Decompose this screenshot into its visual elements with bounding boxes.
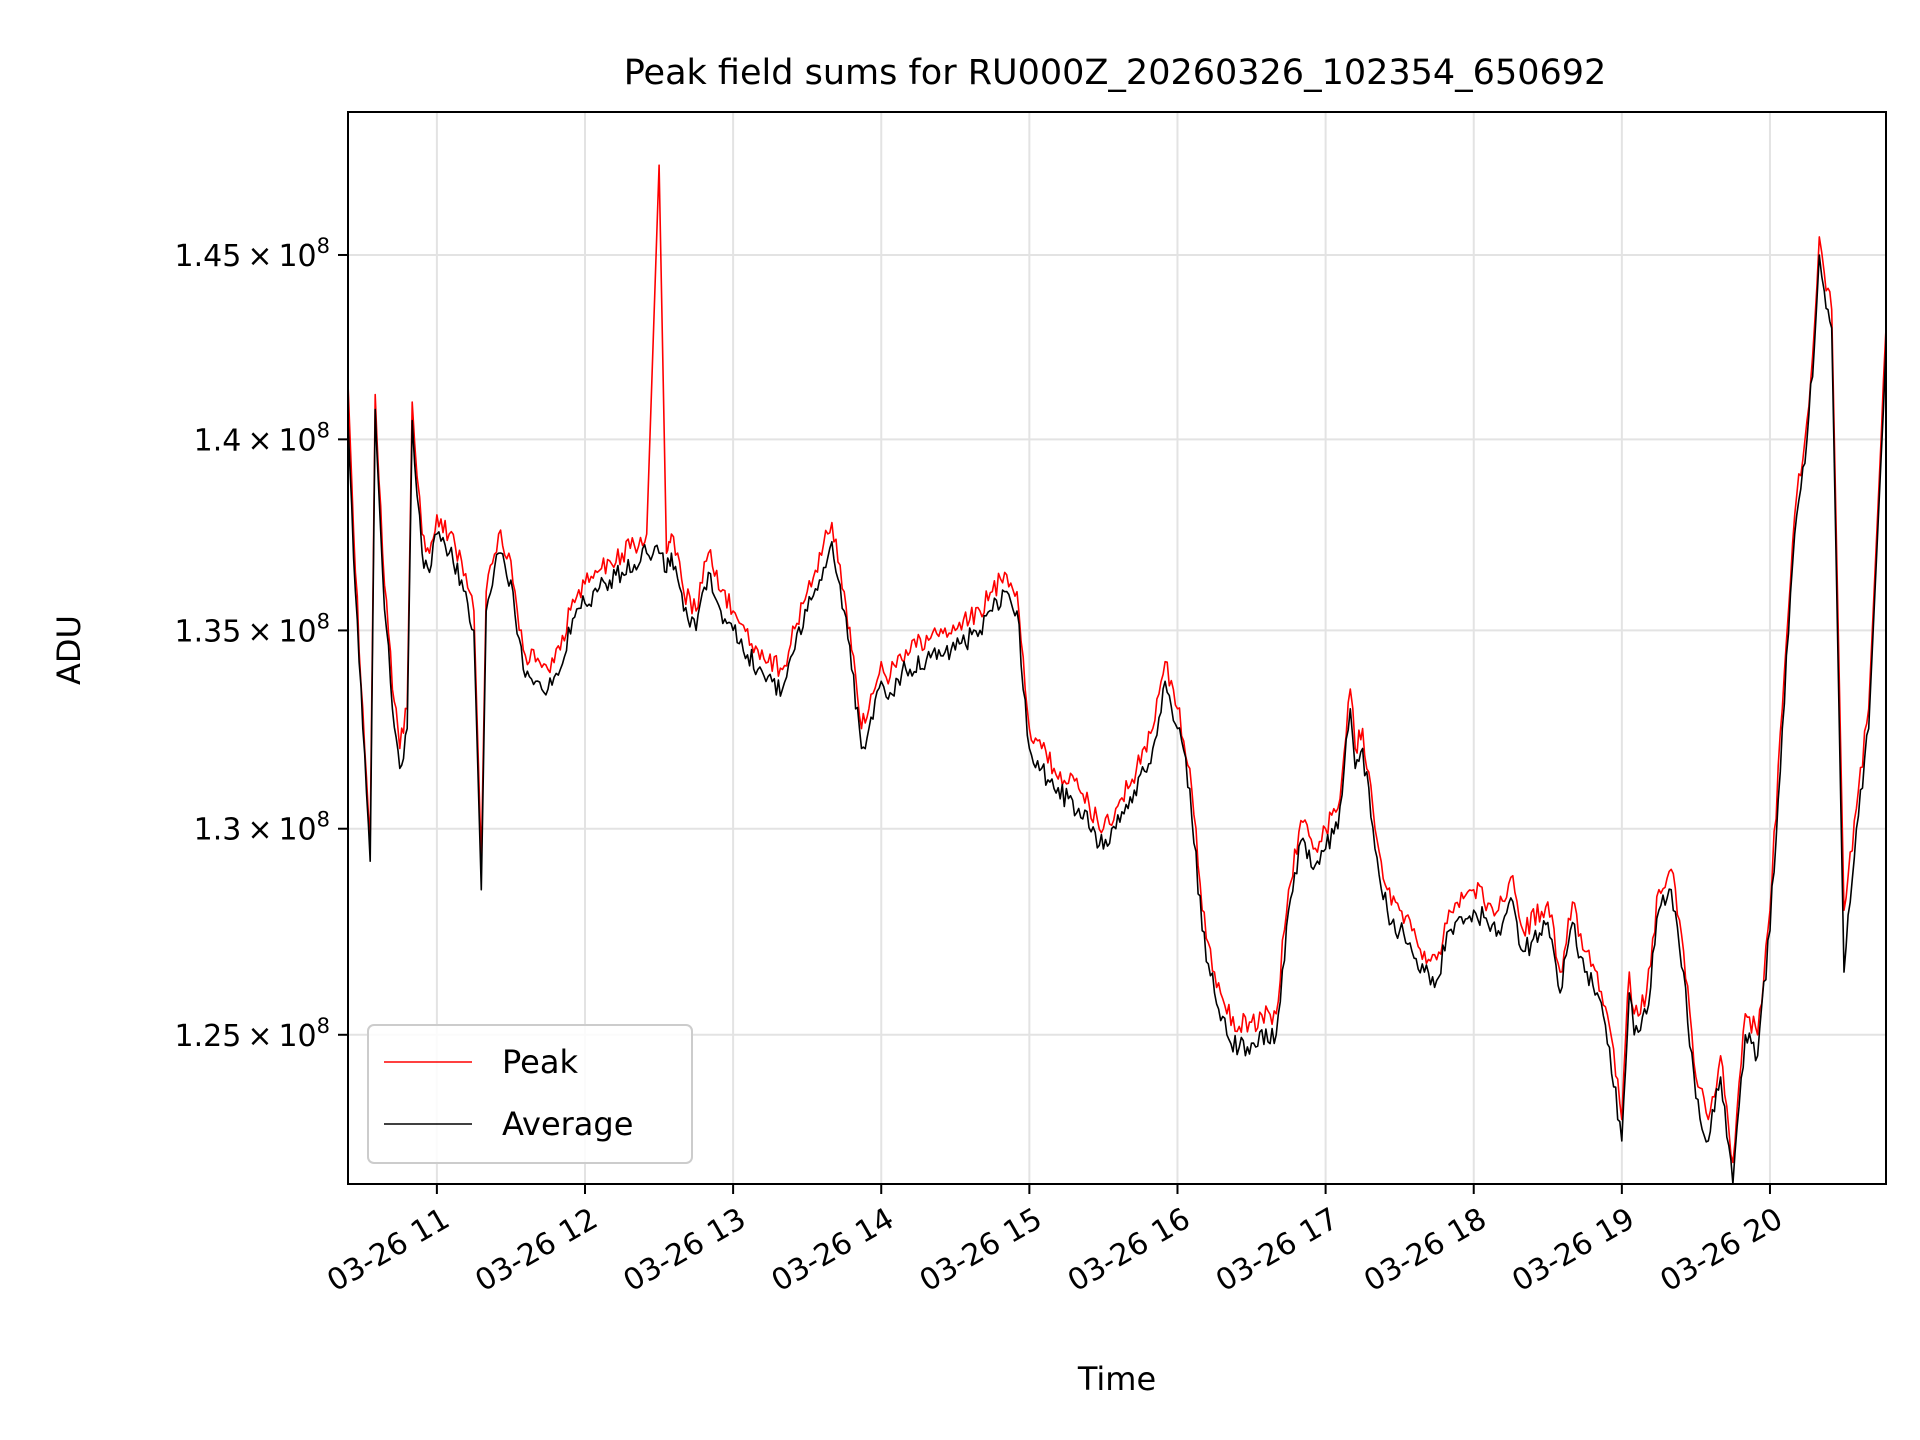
y-tick-times: × 10: [241, 813, 316, 848]
legend-label-peak: Peak: [502, 1043, 578, 1081]
y-tick-label: 1.35 × 108: [175, 609, 330, 649]
y-tick-exponent: 8: [317, 418, 330, 442]
y-tick-exponent: 8: [317, 234, 330, 258]
y-tick-mantissa: 1.3: [194, 813, 242, 848]
y-tick-times: × 10: [241, 614, 316, 649]
series-group: [348, 164, 1886, 1184]
legend: Peak Average: [367, 1024, 693, 1164]
series-line-average: [348, 254, 1886, 1184]
series-line-peak: [348, 164, 1886, 1164]
y-tick-label: 1.45 × 108: [175, 234, 330, 274]
y-axis-label: ADU: [50, 615, 88, 685]
y-tick-label: 1.4 × 108: [194, 418, 330, 458]
x-axis-label: Time: [1077, 1360, 1156, 1398]
y-tick-exponent: 8: [317, 1014, 330, 1038]
chart-title: Peak field sums for RU000Z_20260326_1023…: [624, 53, 1607, 93]
y-tick-mantissa: 1.4: [194, 423, 242, 458]
y-tick-label: 1.25 × 108: [175, 1014, 330, 1054]
legend-label-average: Average: [502, 1105, 633, 1143]
y-tick-times: × 10: [241, 1019, 316, 1054]
y-tick-mantissa: 1.35: [175, 614, 242, 649]
y-tick-exponent: 8: [317, 609, 330, 633]
y-tick-label: 1.3 × 108: [194, 808, 330, 848]
y-tick-exponent: 8: [317, 808, 330, 832]
y-tick-times: × 10: [241, 423, 316, 458]
grid: [348, 112, 1886, 1184]
y-tick-times: × 10: [241, 239, 316, 274]
y-tick-mantissa: 1.25: [175, 1019, 242, 1054]
y-tick-mantissa: 1.45: [175, 239, 242, 274]
plot-frame: [347, 111, 1887, 1185]
legend-box: [367, 1024, 693, 1164]
